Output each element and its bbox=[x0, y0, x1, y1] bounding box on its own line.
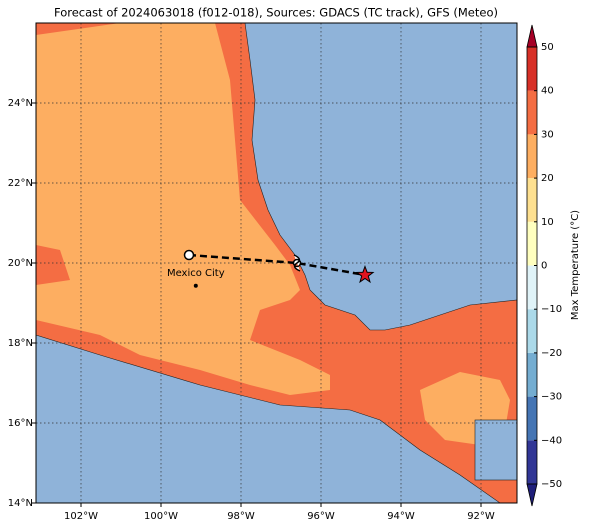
colorbar-tick-label: −40 bbox=[541, 435, 562, 446]
x-tick-label: 96°W bbox=[307, 511, 335, 522]
colorbar-tick-label: 0 bbox=[541, 261, 547, 272]
x-tick-label: 94°W bbox=[387, 511, 415, 522]
track-start bbox=[183, 249, 195, 261]
y-tick-label: 14°N bbox=[8, 498, 33, 509]
y-tick-label: 16°N bbox=[8, 418, 33, 429]
colorbar-tick-label: −30 bbox=[541, 392, 562, 403]
colorbar-label: Max Temperature (°C) bbox=[570, 210, 581, 320]
colorbar-tick-label: −50 bbox=[541, 479, 562, 490]
colorbar-over bbox=[526, 24, 538, 48]
colorbar-under bbox=[526, 483, 538, 507]
city-label: Mexico City bbox=[167, 268, 225, 279]
x-tick-label: 98°W bbox=[227, 511, 255, 522]
colorbar-band bbox=[527, 440, 537, 484]
colorbar-tick-label: 40 bbox=[541, 86, 554, 97]
colorbar-band bbox=[527, 352, 537, 397]
colorbar-band bbox=[527, 396, 537, 441]
colorbar-tick-label: −10 bbox=[541, 304, 562, 315]
track-end-star bbox=[355, 265, 375, 284]
colorbar-band bbox=[527, 265, 537, 310]
y-tick-label: 18°N bbox=[8, 338, 33, 349]
colorbar-band bbox=[527, 90, 537, 135]
warm-region bbox=[36, 23, 330, 395]
colorbar-tick-label: −20 bbox=[541, 348, 562, 359]
colorbar-band bbox=[527, 221, 537, 266]
title: Forecast of 2024063018 (f012-018), Sourc… bbox=[54, 6, 498, 20]
colorbar-band bbox=[527, 309, 537, 353]
y-tick-label: 24°N bbox=[8, 98, 33, 109]
colorbar: −50 −40 −30 −20 −10 0 10 20 30 40 50 bbox=[526, 24, 562, 507]
grid bbox=[36, 23, 517, 504]
city-dot bbox=[193, 283, 198, 288]
water-body bbox=[474, 419, 518, 481]
colorbar-tick-label: 50 bbox=[541, 42, 554, 53]
y-tick-label: 20°N bbox=[8, 258, 33, 269]
colorbar-band bbox=[527, 134, 537, 179]
colorbar-band bbox=[527, 178, 537, 222]
colorbar-tick-label: 10 bbox=[541, 217, 554, 228]
x-tick-label: 102°W bbox=[64, 511, 98, 522]
colorbar-tick-label: 30 bbox=[541, 129, 554, 140]
x-tick-label: 100°W bbox=[144, 511, 178, 522]
track-line bbox=[188, 253, 366, 277]
storm-symbol bbox=[292, 254, 302, 272]
track-layer: Mexico City bbox=[167, 249, 375, 288]
colorbar-band bbox=[527, 47, 537, 91]
y-tick-label: 22°N bbox=[8, 178, 33, 189]
x-tick-label: 92°W bbox=[467, 511, 495, 522]
colorbar-tick-label: 20 bbox=[541, 173, 554, 184]
